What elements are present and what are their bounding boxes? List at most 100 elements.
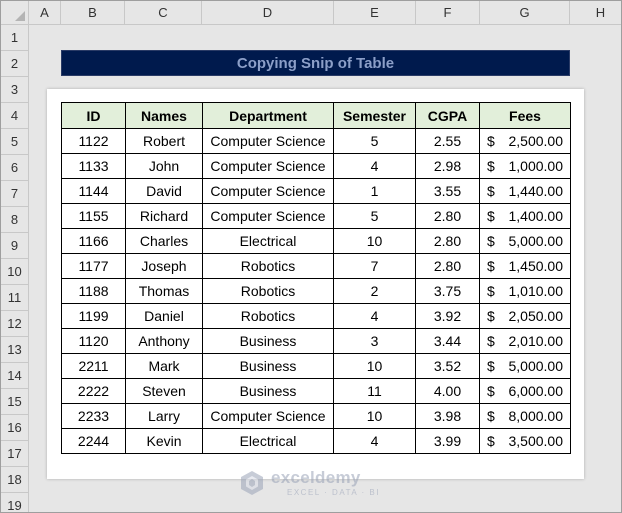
table-row: 2222 Steven Business 11 4.00 $6,000.00 [61,378,571,404]
cell-cgpa: 2.80 [415,228,480,254]
fees-value: $1,010.00 [480,283,570,299]
row-header-14[interactable]: 14 [1,363,29,389]
header-semester: Semester [333,102,416,129]
fees-value: $2,050.00 [480,308,570,324]
row-header-19[interactable]: 19 [1,493,29,512]
cell-department: Business [202,353,334,379]
row-header-5[interactable]: 5 [1,129,29,155]
select-all-triangle-icon [15,11,25,21]
header-department: Department [202,102,334,129]
row-header-6[interactable]: 6 [1,155,29,181]
cell-name: Mark [125,353,203,379]
fees-value: $2,010.00 [480,333,570,349]
fees-amount: 1,010.00 [508,283,564,299]
cell-semester: 3 [333,328,416,354]
cell-fees: $3,500.00 [479,428,571,454]
column-header-c[interactable]: C [125,1,202,25]
fees-value: $8,000.00 [480,408,570,424]
table-header-row: ID Names Department Semester CGPA Fees [61,102,571,129]
row-header-7[interactable]: 7 [1,181,29,207]
row-header-15[interactable]: 15 [1,389,29,415]
cell-semester: 10 [333,228,416,254]
table-row: 2244 Kevin Electrical 4 3.99 $3,500.00 [61,428,571,454]
table-row: 1144 David Computer Science 1 3.55 $1,440.00 [61,178,571,204]
cell-fees: $5,000.00 [479,353,571,379]
fees-value: $5,000.00 [480,358,570,374]
fees-value: $1,450.00 [480,258,570,274]
cell-cgpa: 3.98 [415,403,480,429]
watermark-name: exceldemy [271,468,361,487]
column-header-h[interactable]: H [570,1,621,25]
row-header-11[interactable]: 11 [1,285,29,311]
fees-value: $2,500.00 [480,133,570,149]
data-table: ID Names Department Semester CGPA Fees 1… [61,102,571,454]
snip-image[interactable]: ID Names Department Semester CGPA Fees 1… [47,89,584,479]
row-header-18[interactable]: 18 [1,467,29,493]
cell-fees: $1,440.00 [479,178,571,204]
cell-cgpa: 4.00 [415,378,480,404]
column-header-d[interactable]: D [202,1,334,25]
currency-symbol: $ [487,258,495,274]
fees-amount: 1,440.00 [508,183,564,199]
cell-id: 2222 [61,378,126,404]
column-header-a[interactable]: A [29,1,61,25]
exceldemy-watermark: exceldemy EXCEL · DATA · BI [239,466,389,500]
row-header-1[interactable]: 1 [1,25,29,51]
cell-semester: 5 [333,203,416,229]
cell-cgpa: 3.75 [415,278,480,304]
cell-name: Robert [125,128,203,154]
row-header-3[interactable]: 3 [1,77,29,103]
cell-cgpa: 2.80 [415,203,480,229]
cell-id: 1155 [61,203,126,229]
cell-fees: $2,050.00 [479,303,571,329]
column-header-e[interactable]: E [334,1,416,25]
cell-department: Robotics [202,253,334,279]
cell-name: Kevin [125,428,203,454]
row-header-16[interactable]: 16 [1,415,29,441]
cell-semester: 10 [333,403,416,429]
cell-department: Computer Science [202,403,334,429]
table-title[interactable]: Copying Snip of Table [61,50,570,76]
row-header-12[interactable]: 12 [1,311,29,337]
header-names: Names [125,102,203,129]
table-row: 2233 Larry Computer Science 10 3.98 $8,000.00 [61,403,571,429]
cell-semester: 5 [333,128,416,154]
fees-amount: 3,500.00 [508,433,564,449]
cell-semester: 11 [333,378,416,404]
exceldemy-logo-icon [241,471,263,495]
fees-amount: 1,400.00 [508,208,564,224]
cell-id: 1144 [61,178,126,204]
cell-fees: $1,400.00 [479,203,571,229]
table-row: 1166 Charles Electrical 10 2.80 $5,000.00 [61,228,571,254]
table-row: 1188 Thomas Robotics 2 3.75 $1,010.00 [61,278,571,304]
fees-amount: 5,000.00 [508,233,564,249]
column-header-g[interactable]: G [480,1,570,25]
cell-semester: 1 [333,178,416,204]
currency-symbol: $ [487,233,495,249]
cell-id: 2233 [61,403,126,429]
row-header-4[interactable]: 4 [1,103,29,129]
row-header-2[interactable]: 2 [1,51,29,77]
currency-symbol: $ [487,408,495,424]
watermark-tagline: EXCEL · DATA · BI [287,488,380,497]
currency-symbol: $ [487,158,495,174]
cell-cgpa: 3.99 [415,428,480,454]
column-header-f[interactable]: F [416,1,480,25]
column-header-b[interactable]: B [61,1,125,25]
row-header-8[interactable]: 8 [1,207,29,233]
cell-department: Business [202,378,334,404]
currency-symbol: $ [487,208,495,224]
row-header-10[interactable]: 10 [1,259,29,285]
cell-cgpa: 2.55 [415,128,480,154]
fees-value: $1,000.00 [480,158,570,174]
select-all-corner[interactable] [1,1,29,25]
row-header-13[interactable]: 13 [1,337,29,363]
cell-cgpa: 2.98 [415,153,480,179]
header-id: ID [61,102,126,129]
row-header-9[interactable]: 9 [1,233,29,259]
cell-semester: 4 [333,153,416,179]
cell-id: 1199 [61,303,126,329]
row-header-17[interactable]: 17 [1,441,29,467]
table-row: 2211 Mark Business 10 3.52 $5,000.00 [61,353,571,379]
currency-symbol: $ [487,333,495,349]
